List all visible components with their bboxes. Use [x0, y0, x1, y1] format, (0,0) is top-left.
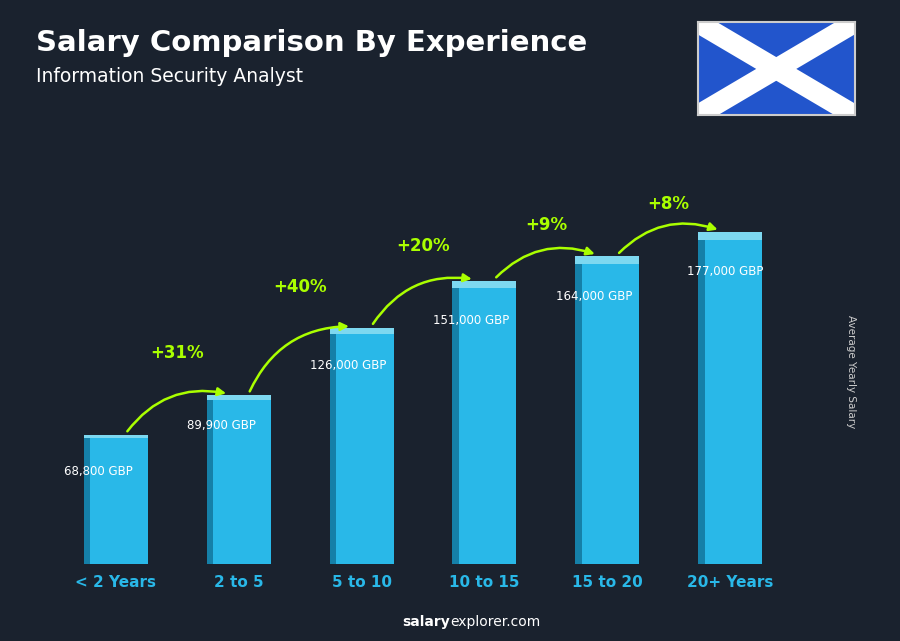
Text: +40%: +40% [274, 278, 327, 296]
Bar [453, 281, 517, 288]
Bar [84, 435, 148, 438]
Text: 164,000 GBP: 164,000 GBP [555, 290, 632, 303]
Text: Average Yearly Salary: Average Yearly Salary [845, 315, 856, 428]
Bar [84, 435, 90, 564]
Bar [575, 256, 639, 564]
Text: 151,000 GBP: 151,000 GBP [433, 314, 509, 327]
Bar [84, 435, 148, 564]
Text: 126,000 GBP: 126,000 GBP [310, 359, 386, 372]
Bar [329, 328, 336, 564]
Text: 89,900 GBP: 89,900 GBP [187, 419, 256, 432]
Text: +8%: +8% [648, 196, 689, 213]
Bar [698, 232, 762, 564]
Bar [207, 395, 271, 564]
Bar [575, 256, 639, 264]
Bar [575, 256, 581, 564]
Bar [329, 328, 393, 564]
Bar [329, 328, 393, 333]
Text: explorer.com: explorer.com [450, 615, 540, 629]
Text: 177,000 GBP: 177,000 GBP [687, 265, 763, 278]
Polygon shape [688, 17, 865, 121]
Text: Salary Comparison By Experience: Salary Comparison By Experience [36, 29, 587, 57]
Text: salary: salary [402, 615, 450, 629]
Text: +9%: +9% [525, 216, 567, 234]
Bar [698, 232, 762, 240]
Bar [698, 232, 705, 564]
Polygon shape [688, 17, 865, 121]
Text: +20%: +20% [396, 237, 450, 254]
Bar [453, 281, 459, 564]
Text: Information Security Analyst: Information Security Analyst [36, 67, 303, 87]
Bar [207, 395, 213, 564]
Text: 68,800 GBP: 68,800 GBP [64, 465, 133, 478]
Bar [207, 395, 271, 399]
Bar [453, 281, 517, 564]
Text: +31%: +31% [150, 344, 204, 362]
